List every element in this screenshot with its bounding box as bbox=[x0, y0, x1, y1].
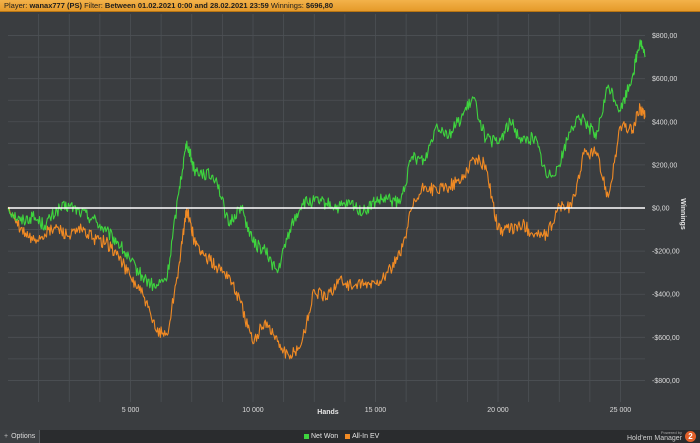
y-tick-label: -$400,00 bbox=[652, 292, 680, 299]
powered-by-text: Powered by bbox=[660, 430, 682, 435]
y-tick-label: $600,00 bbox=[652, 76, 677, 83]
legend-label-all-in-ev: All-In EV bbox=[352, 433, 380, 440]
series-layer bbox=[7, 39, 646, 360]
options-button[interactable]: + Options bbox=[0, 430, 40, 443]
player-value: wanax777 (PS) bbox=[29, 1, 82, 10]
legend-swatch-net-won bbox=[304, 433, 309, 439]
winnings-label: Winnings: bbox=[270, 1, 304, 10]
x-tick-label: 20 000 bbox=[487, 407, 509, 414]
header-bar: Player: wanax777 (PS) Filter: Between 01… bbox=[0, 0, 700, 12]
x-tick-label: 5 000 bbox=[122, 407, 140, 414]
y-axis-label: Winnings bbox=[679, 198, 686, 230]
legend-swatch-all-in-ev bbox=[345, 433, 351, 439]
brand-logo-icon: 2 bbox=[685, 431, 696, 442]
legend-label-net-won: Net Won bbox=[311, 433, 339, 440]
y-tick-label: $0,00 bbox=[652, 206, 670, 213]
chart-legend: Net Won All-In EV bbox=[304, 430, 384, 443]
player-label: Player: bbox=[4, 1, 28, 10]
plot-background bbox=[0, 12, 700, 430]
y-tick-label: $800,00 bbox=[652, 33, 677, 40]
brand-name: Hold'em Manager bbox=[626, 435, 682, 442]
series-line-all-in-ev bbox=[7, 103, 646, 360]
brand-logo: Powered by Hold'em Manager 2 bbox=[600, 430, 696, 443]
y-tick-label: $400,00 bbox=[652, 119, 677, 126]
expand-icon: + bbox=[4, 433, 9, 440]
filter-value: Between 01.02.2021 0:00 and 28.02.2021 2… bbox=[104, 1, 269, 10]
x-tick-label: 25 000 bbox=[610, 407, 632, 414]
winnings-chart: 5 000 10 000 15 000 20 000 25 000 $800,00 $600… bbox=[0, 12, 700, 430]
series-line-net-won bbox=[7, 39, 646, 292]
winnings-value: $696,80 bbox=[305, 1, 334, 10]
options-label: Options bbox=[11, 433, 36, 440]
x-tick-label: 10 000 bbox=[242, 407, 264, 414]
tick-labels: 5 000 10 000 15 000 20 000 25 000 $800,00 $600… bbox=[122, 33, 680, 414]
filter-label: Filter: bbox=[84, 1, 103, 10]
footer-bar: + Options Net Won All-In EV Powered by Ho… bbox=[0, 430, 700, 443]
x-tick-label: 15 000 bbox=[365, 407, 387, 414]
legend-item-all-in-ev: All-In EV bbox=[345, 433, 379, 440]
y-tick-label: $200,00 bbox=[652, 162, 677, 169]
legend-item-net-won: Net Won bbox=[304, 433, 338, 440]
graph-area: 5 000 10 000 15 000 20 000 25 000 $800,00 $600… bbox=[0, 12, 700, 430]
y-tick-label: -$800,00 bbox=[652, 378, 680, 385]
y-tick-label: -$200,00 bbox=[652, 249, 680, 256]
x-axis-label: Hands bbox=[317, 409, 339, 416]
y-tick-label: -$600,00 bbox=[652, 335, 680, 342]
